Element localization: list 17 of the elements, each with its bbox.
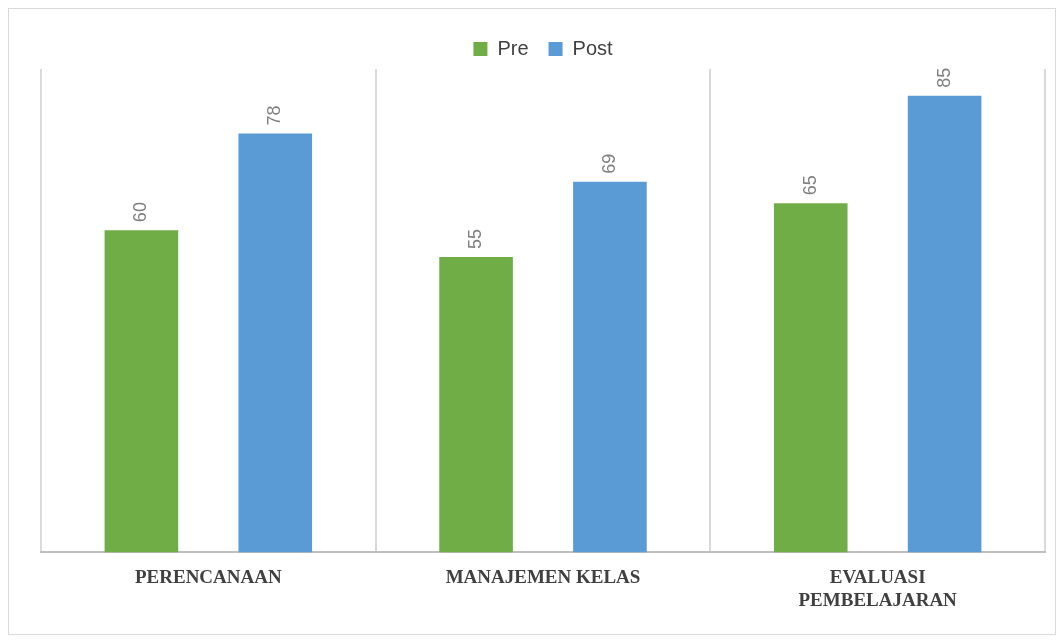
data-label: 85 — [933, 67, 954, 88]
bar — [238, 133, 313, 553]
bar — [104, 230, 179, 553]
bar — [573, 181, 647, 553]
x-tick-label: MANAJEMEN KELAS — [445, 565, 641, 587]
data-label: 78 — [264, 105, 285, 126]
bar — [439, 256, 513, 553]
legend-label: Pre — [497, 36, 529, 59]
data-label: 55 — [465, 228, 486, 249]
legend-label: Post — [572, 36, 614, 59]
data-label: 60 — [130, 202, 151, 223]
bar — [907, 95, 982, 553]
data-label: 69 — [598, 153, 619, 174]
bar — [773, 203, 848, 553]
x-tick-label: PERENCANAAN — [134, 565, 282, 587]
x-tick-label: EVALUASI PEMBELAJARAN — [798, 565, 958, 610]
data-label: 65 — [799, 175, 820, 196]
